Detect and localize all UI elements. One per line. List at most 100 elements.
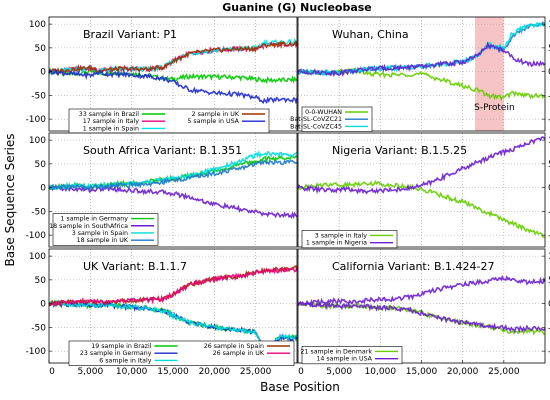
x-tick-label: 15,000 [406, 367, 438, 377]
x-tick-label: 10,000 [116, 367, 148, 377]
panel-title: California Variant: B.1.424-27 [332, 260, 494, 273]
y-tick-label: 50 [35, 276, 47, 286]
legend-label: 5 sample in USA [187, 118, 239, 125]
legend-label: 14 sample in USA [316, 356, 372, 363]
panel-nigeria: Nigeria Variant: B.1.5.25 100 50 0 -50 -100 3 … [297, 132, 550, 249]
legend-label: 21 sample in Denmark [300, 348, 372, 355]
y-tick-label: -50 [31, 207, 46, 217]
series-line-uk-2 [48, 299, 298, 351]
y-tick-label: 50 [35, 160, 47, 170]
series-line-brazil-4 [48, 68, 298, 105]
legend-label: 17 sample in Italy [83, 118, 140, 125]
series-line-nigeria-1 [297, 136, 546, 195]
legend-label: 3 sample in Spain [72, 230, 128, 237]
y-tick-label: -100 [548, 347, 550, 357]
y-tick-label: 0 [40, 68, 46, 78]
panel-frame [48, 132, 298, 248]
x-tick-label: 10,000 [365, 367, 397, 377]
y-tick-label: -50 [31, 91, 46, 101]
panel-california: California Variant: B.1.424-27 100 50 0 -50 -… [297, 248, 550, 377]
legend-label: 1 sample in Nigeria [306, 240, 367, 247]
y-tick-label: 50 [548, 276, 550, 286]
x-tick-label: 5,000 [326, 367, 352, 377]
series-line-california-2 [297, 274, 546, 307]
series-line-south-africa-1 [48, 184, 298, 220]
y-tick-label: 0 [548, 68, 550, 78]
legend-label: 33 sample in Brazil [79, 111, 139, 118]
legend-label: 3 sample in Italy [315, 232, 368, 239]
series-line-wuhan-3 [297, 41, 546, 78]
y-tick-label: -50 [31, 323, 46, 333]
panel-title: Nigeria Variant: B.1.5.25 [332, 144, 467, 157]
x-tick-label: 20,000 [199, 367, 231, 377]
y-tick-label: 100 [548, 20, 550, 30]
y-tick-label: -50 [548, 91, 550, 101]
legend-box [68, 340, 295, 366]
legend-label: 1 sample in Spain [83, 125, 139, 132]
legend-label: Bat-SL-CoVZC45 [290, 123, 342, 130]
panel-frame [297, 16, 546, 132]
x-tick-label: 15,000 [157, 367, 189, 377]
panel-title: UK Variant: B.1.1.7 [83, 260, 187, 273]
y-tick-label: -100 [548, 231, 550, 241]
panel-south-africa: South Africa Variant: B.1.351 100 50 0 -50 -1… [26, 132, 298, 248]
x-tick-label: 20,000 [447, 367, 479, 377]
figure-title: Guanine (G) Nucleobase [222, 1, 372, 14]
y-tick-label: 0 [40, 300, 46, 310]
panels: Brazil Variant: P1 100 50 0 -50 -100 33 sample… [26, 16, 550, 377]
y-tick-label: -100 [26, 115, 47, 125]
x-tick-label: 0 [298, 367, 304, 377]
y-tick-label: -100 [26, 231, 47, 241]
series-line-south-africa-3 [48, 158, 298, 192]
series-line-wuhan-2 [297, 21, 546, 77]
series-line-brazil-3 [48, 40, 298, 75]
legend-label: 23 sample in Germany [80, 350, 152, 357]
panel-title: Brazil Variant: P1 [83, 28, 177, 41]
x-tick-label: 25,000 [488, 367, 520, 377]
panel-wuhan: S-Protein Wuhan, China 100 50 0 -50 -100 0-0-WU… [290, 16, 550, 132]
legend-label: 2 sample in UK [192, 111, 240, 118]
legend-box [68, 108, 270, 134]
y-tick-label: 100 [29, 20, 46, 30]
legend-label: 18 sample in SouthAfrica [49, 223, 128, 230]
y-tick-label: -50 [548, 207, 550, 217]
x-tick-label: 0 [49, 367, 55, 377]
y-tick-label: 100 [29, 136, 46, 146]
legend-label: 6 sample in Italy [99, 357, 152, 364]
y-tick-label: -100 [548, 115, 550, 125]
y-tick-label: 50 [548, 160, 550, 170]
series-line-california-1 [297, 300, 546, 334]
legend-label: 18 sample in UK [77, 237, 129, 244]
panel-title: Wuhan, China [332, 28, 409, 41]
series-line-uk-4 [48, 266, 298, 307]
y-tick-label: 50 [35, 44, 47, 54]
legend-label: 1 sample in Germany [60, 216, 128, 223]
y-tick-label: 100 [548, 252, 550, 262]
legend-label: 19 sample in Brazil [91, 343, 151, 350]
x-axis-label: Base Position [260, 380, 340, 394]
y-tick-label: 100 [548, 136, 550, 146]
legend-label: 26 sample in UK [213, 350, 265, 357]
legend-label: 26 sample in Spain [204, 343, 264, 350]
y-tick-label: 0 [40, 184, 46, 194]
y-tick-label: 0 [548, 184, 550, 194]
series-line-nigeria-0 [297, 179, 546, 239]
annotation-s-protein: S-Protein [474, 103, 515, 113]
y-tick-label: -50 [548, 323, 550, 333]
legend-label: 0-0-WUHAN [305, 109, 342, 116]
y-tick-label: 50 [548, 44, 550, 54]
y-tick-label: -100 [26, 347, 47, 357]
x-tick-label: 5,000 [77, 367, 103, 377]
panel-title: South Africa Variant: B.1.351 [83, 144, 242, 157]
shaded-region [475, 17, 504, 131]
y-axis-label: Base Sequence Series [3, 134, 17, 267]
y-tick-label: 100 [29, 252, 46, 262]
x-tick-label: 25,000 [240, 367, 272, 377]
